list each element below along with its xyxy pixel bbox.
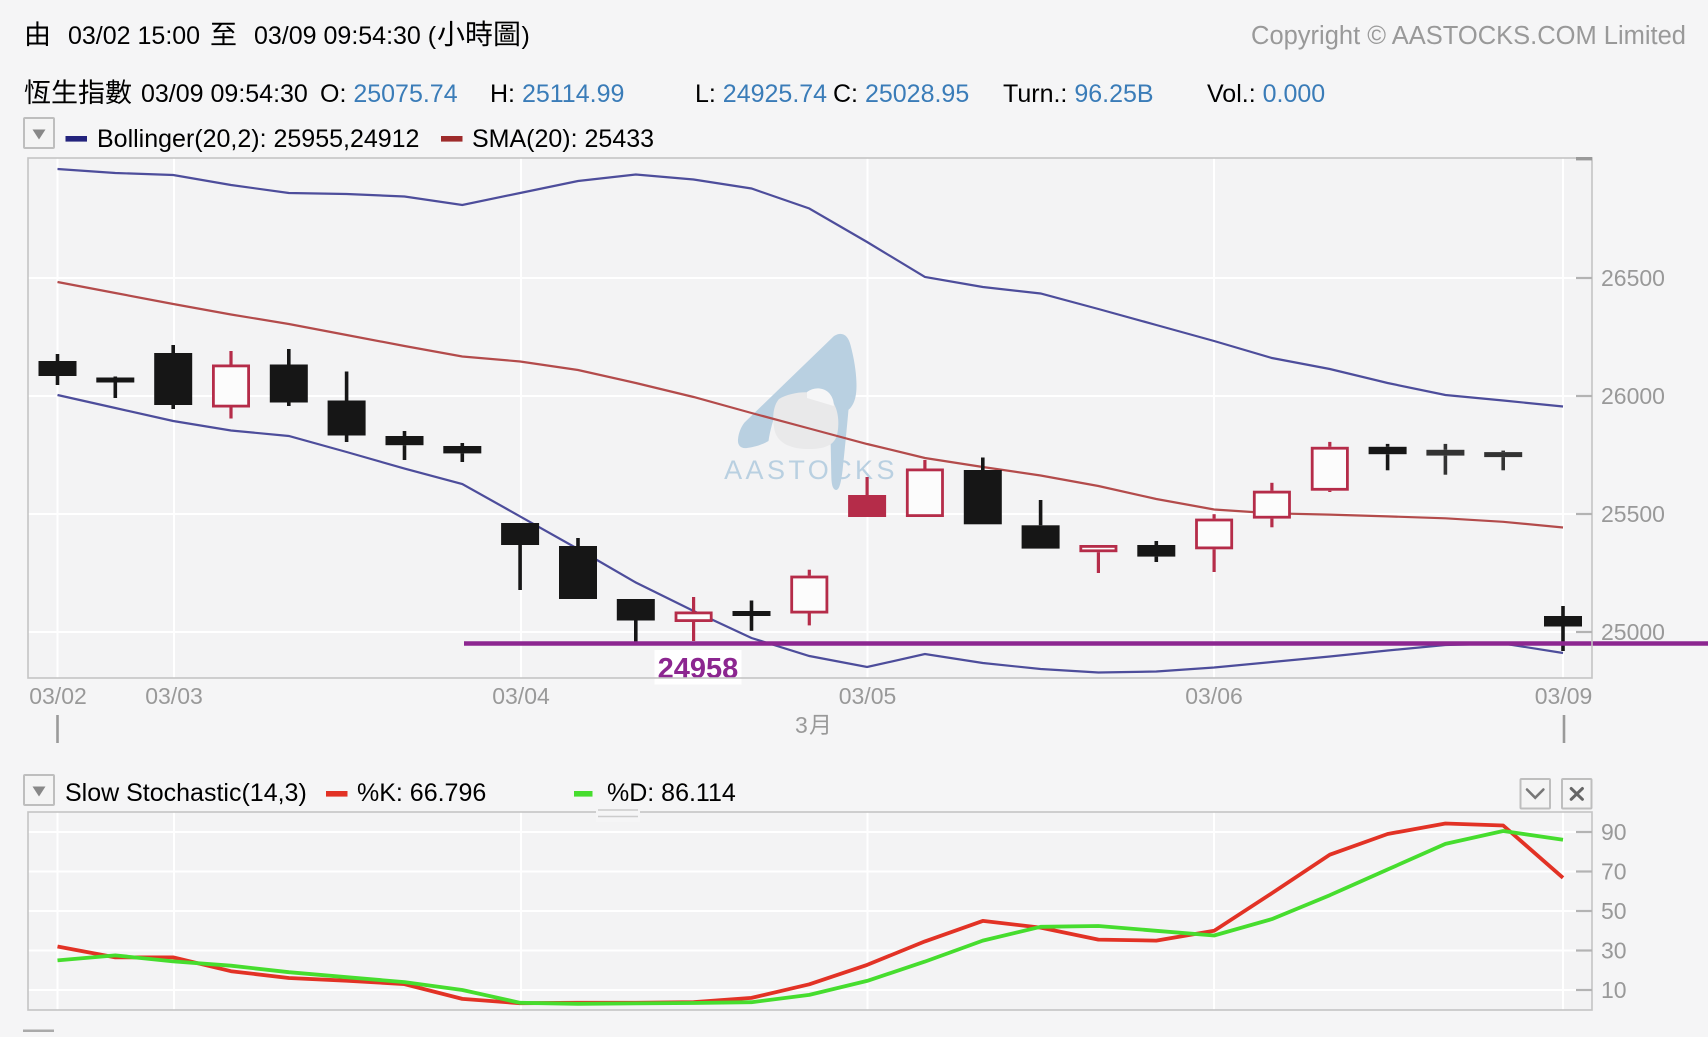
svg-text:AASTOCKS: AASTOCKS [724, 455, 898, 485]
svg-text:Turn.: 96.25B: Turn.: 96.25B [1003, 80, 1154, 108]
svg-text:50: 50 [1601, 898, 1627, 924]
svg-text:SMA(20): 25433: SMA(20): 25433 [472, 125, 654, 153]
svg-text:03/09: 03/09 [1535, 683, 1593, 709]
svg-text:03/02: 03/02 [29, 683, 87, 709]
svg-text:%K: 66.796: %K: 66.796 [357, 779, 486, 807]
svg-text:03/05: 03/05 [839, 683, 897, 709]
svg-text:10: 10 [1601, 977, 1627, 1003]
svg-text:L: 24925.74: L: 24925.74 [695, 80, 827, 108]
svg-text:C: 25028.95: C: 25028.95 [833, 80, 969, 108]
svg-text:Copyright © AASTOCKS.COM Limit: Copyright © AASTOCKS.COM Limited [1251, 22, 1686, 50]
svg-text:%D: 86.114: %D: 86.114 [607, 779, 736, 807]
svg-text:70: 70 [1601, 859, 1627, 885]
svg-text:H: 25114.99: H: 25114.99 [490, 80, 624, 108]
svg-text:24958: 24958 [658, 653, 739, 685]
svg-text:03/06: 03/06 [1185, 683, 1243, 709]
svg-text:25000: 25000 [1601, 619, 1665, 645]
svg-text:26500: 26500 [1601, 265, 1665, 291]
svg-text:3: 3 [795, 712, 808, 738]
svg-text:03/09 09:54:30 (: 03/09 09:54:30 ( [254, 22, 437, 50]
svg-text:03/03: 03/03 [145, 683, 203, 709]
svg-text:26000: 26000 [1601, 383, 1665, 409]
svg-text:Slow Stochastic(14,3): Slow Stochastic(14,3) [65, 779, 307, 807]
svg-text:30: 30 [1601, 938, 1627, 964]
svg-text:90: 90 [1601, 819, 1627, 845]
svg-text:03/09 09:54:30: 03/09 09:54:30 [141, 80, 308, 108]
svg-text:O: 25075.74: O: 25075.74 [320, 80, 458, 108]
svg-text:25500: 25500 [1601, 501, 1665, 527]
svg-text:03/04: 03/04 [492, 683, 550, 709]
svg-text:Vol.: 0.000: Vol.: 0.000 [1207, 80, 1325, 108]
svg-text:03/02 15:00: 03/02 15:00 [68, 22, 200, 50]
svg-text:Bollinger(20,2): 25955,24912: Bollinger(20,2): 25955,24912 [97, 125, 419, 153]
svg-text:): ) [522, 22, 530, 50]
